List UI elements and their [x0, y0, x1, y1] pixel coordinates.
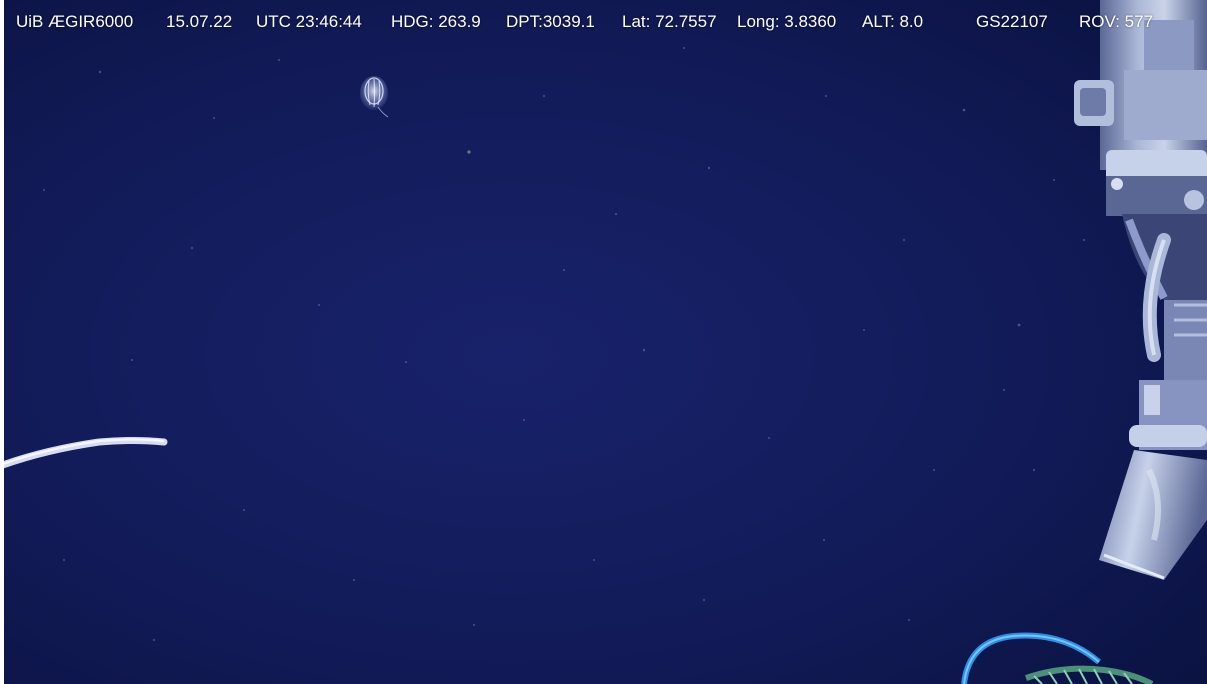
underwater-scene	[4, 0, 1207, 684]
water-background	[4, 0, 1207, 684]
green-rope	[1025, 665, 1154, 684]
rov-camera-frame: UiB ÆGIR6000 15.07.22 UTC 23:46:44 HDG: …	[4, 0, 1207, 684]
ctenophore	[360, 76, 389, 118]
marine-snow-particles	[43, 47, 1085, 641]
rov-manipulator-arm	[1074, 0, 1207, 580]
blue-hose	[961, 632, 1101, 684]
white-cable	[4, 437, 168, 469]
